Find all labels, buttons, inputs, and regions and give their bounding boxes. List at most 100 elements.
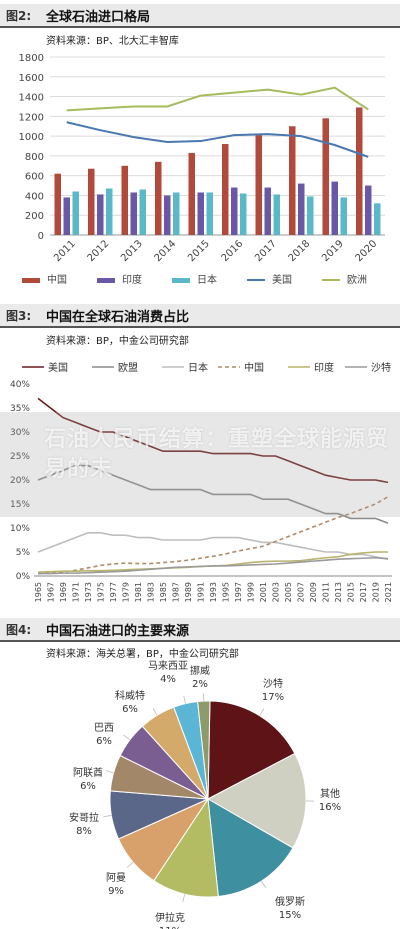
fig2-bar-日本 — [374, 203, 381, 235]
fig2-x-tick-label: 2013 — [119, 238, 145, 264]
fig2-legend-label: 美国 — [272, 273, 292, 286]
fig3-legend-label: 中国 — [244, 361, 264, 374]
fig3-line-印度 — [37, 551, 388, 573]
fig2-bar-日本 — [307, 196, 314, 235]
fig4-slice-label: 伊拉克 — [155, 911, 185, 924]
fig3-y-tick-label: 15% — [10, 500, 30, 510]
fig2-bar-中国 — [255, 135, 262, 235]
fig2-bar-印度 — [164, 195, 171, 235]
fig3-label: 图3: — [6, 309, 32, 323]
fig3-x-tick-label: 1973 — [84, 582, 93, 602]
fig2-y-tick-label: 600 — [25, 172, 44, 183]
fig4-title: 中国石油进口的主要来源 — [46, 624, 190, 639]
fig3-x-tick-label: 1983 — [147, 582, 156, 602]
fig2-bar-印度 — [130, 192, 137, 235]
fig3-x-tick-label: 1977 — [109, 582, 118, 602]
fig3-y-tick-label: 35% — [10, 404, 30, 414]
fig4-slice-pct: 15% — [279, 910, 301, 921]
fig3-x-tick-label: 2021 — [384, 582, 393, 602]
fig4-slice-label: 科威特 — [115, 689, 145, 702]
fig2-bar-中国 — [121, 165, 128, 235]
fig4-slice-pct: 16% — [319, 802, 341, 813]
fig2-bar-中国 — [322, 118, 329, 235]
fig2-bar-中国 — [289, 126, 296, 235]
fig2-x-tick-label: 2012 — [86, 238, 112, 264]
fig3-x-tick-label: 2009 — [309, 582, 318, 602]
fig3-line-美国 — [37, 397, 389, 484]
fig4-slice-俄罗斯 — [207, 798, 294, 898]
fig2-bar-中国 — [356, 107, 363, 235]
fig3-line-沙特 — [38, 556, 389, 575]
fig2-bar-印度 — [197, 192, 204, 235]
fig4-chart: 沙特 17% 其他 16% 俄罗斯 15% 伊拉克 11% 阿曼 9% 安哥拉 8% 阿联酋 6% 巴西 6%… — [69, 660, 341, 929]
fig3-y-tick-label: 20% — [10, 476, 30, 486]
fig2-bar-中国 — [54, 173, 61, 235]
fig2-y-tick-label: 1000 — [19, 132, 44, 143]
fig4-slice-label: 阿联酋 — [73, 766, 103, 779]
fig4-slice-pct: 4% — [160, 674, 176, 685]
fig2-bar-日本 — [139, 189, 146, 235]
fig2-bar-中国 — [188, 152, 195, 235]
fig2-header: 图2: 全球石油进口格局 — [0, 4, 400, 28]
fig2-bar-日本 — [72, 191, 79, 235]
fig2-bar-日本 — [106, 188, 113, 235]
fig3-y-tick-label: 25% — [10, 452, 30, 462]
fig3-x-tick-label: 1991 — [197, 582, 206, 602]
fig4-label: 图4: — [6, 623, 32, 637]
fig3-x-tick-label: 1985 — [159, 582, 168, 602]
fig2-x-tick-label: 2019 — [320, 238, 346, 264]
fig4-slice-pct: 6% — [122, 704, 138, 715]
watermark-band — [0, 412, 400, 517]
fig2-x-tick-label: 2016 — [220, 238, 246, 264]
fig2-bar-中国 — [155, 161, 162, 235]
fig2-bar-印度 — [97, 194, 104, 235]
fig4-leader-line — [261, 880, 267, 889]
fig2-legend-label: 欧洲 — [347, 274, 367, 286]
fig2-bar-日本 — [206, 192, 213, 235]
fig3-x-tick-label: 1967 — [47, 582, 56, 602]
fig2-panel: 图2: 全球石油进口格局 资料来源：BP、北大汇丰智库 0 200 400 600 80… — [0, 0, 400, 300]
fig4-slice-label: 沙特 — [263, 678, 283, 690]
fig4-slice-label: 其他 — [320, 787, 340, 800]
fig2-legend-swatch — [22, 278, 40, 283]
fig3-y-tick-label: 40% — [10, 380, 30, 390]
fig2-x-tick-label: 2015 — [186, 238, 212, 264]
fig4-slice-pct: 9% — [108, 886, 124, 897]
fig2-y-tick-label: 200 — [25, 211, 44, 222]
fig4-slice-pct: 11% — [159, 926, 181, 929]
fig4-slice-label: 马来西亚 — [148, 660, 188, 672]
fig4-leader-line — [103, 815, 112, 818]
fig2-bar-印度 — [264, 187, 271, 235]
fig4-slice-pct: 8% — [76, 826, 92, 837]
fig3-line-日本 — [37, 532, 389, 560]
fig3-legend-label: 欧盟 — [118, 362, 138, 374]
fig2-y-tick-label: 1800 — [19, 53, 44, 64]
fig4-slice-pct: 2% — [192, 679, 208, 690]
fig3-x-tick-label: 2011 — [322, 582, 331, 602]
fig3-y-tick-label: 30% — [10, 428, 30, 438]
fig4-header: 图4: 中国石油进口的主要来源 — [0, 618, 400, 642]
fig2-legend-label: 日本 — [197, 273, 217, 286]
fig3-x-tick-label: 2015 — [347, 582, 356, 602]
fig3-x-tick-label: 2013 — [334, 582, 343, 602]
fig2-bar-印度 — [365, 185, 372, 235]
fig4-leader-line — [126, 862, 134, 868]
fig4-slice-pct: 6% — [96, 736, 112, 747]
fig2-x-tick-label: 2018 — [287, 238, 313, 264]
fig2-y-tick-label: 1400 — [19, 93, 44, 104]
fig3-legend-label: 印度 — [314, 361, 334, 374]
fig2-x-tick-label: 2014 — [153, 238, 179, 264]
fig2-x-tick-label: 2017 — [253, 238, 279, 264]
fig2-legend-swatch — [172, 278, 190, 283]
fig2-x-tick-label: 2020 — [354, 238, 380, 264]
fig3-x-tick-label: 1993 — [209, 582, 218, 602]
fig3-x-tick-label: 1965 — [34, 582, 43, 602]
fig2-bar-印度 — [231, 187, 238, 235]
fig2-bar-日本 — [240, 193, 247, 235]
fig4-slice-label: 挪威 — [190, 664, 210, 677]
fig3-title: 中国在全球石油消费占比 — [46, 310, 190, 325]
fig2-label: 图2: — [6, 9, 32, 23]
fig2-legend-swatch — [97, 278, 115, 283]
fig3-y-tick-label: 10% — [10, 524, 30, 534]
fig4-slice-pct: 6% — [80, 781, 96, 792]
